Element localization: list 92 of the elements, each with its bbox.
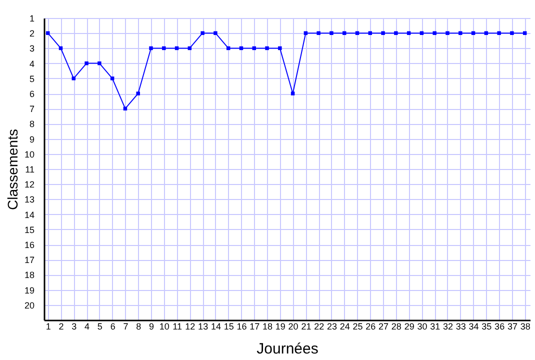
x-tick-label: 7 [123,322,128,332]
x-tick-label: 38 [520,322,530,332]
point [484,31,488,35]
x-tick-label: 23 [326,322,337,332]
x-tick-label: 10 [159,322,170,332]
y-tick-label: 8 [29,119,34,130]
x-tick-label: 6 [110,322,116,332]
x-tick-label: 26 [366,322,376,332]
x-tick-label: 29 [404,322,414,332]
point [72,76,76,80]
x-tick-label: 2 [58,322,64,332]
x-tick-label: 37 [507,322,518,332]
x-tick-label: 27 [378,322,389,332]
y-tick-label: 19 [24,285,34,296]
y-tick-label: 4 [29,58,34,69]
x-tick-label: 33 [456,322,466,332]
point [149,46,153,50]
point [278,46,282,50]
point [136,92,140,96]
y-tick-label: 10 [24,149,34,160]
x-tick-label: 30 [417,322,428,332]
x-tick-label: 36 [494,322,505,332]
point [381,31,385,35]
x-tick-label: 25 [352,322,363,332]
x-tick-label: 22 [314,322,324,332]
point [214,31,218,35]
y-tick-label: 7 [29,104,34,114]
point [497,31,501,35]
x-tick-label: 21 [301,322,312,332]
y-tick-label: 12 [24,180,34,190]
y-tick-label: 15 [24,224,34,235]
x-tick-label: 34 [468,322,479,332]
point [290,92,295,96]
y-tick-label: 18 [24,270,34,280]
x-tick-label: 19 [275,322,286,332]
point [432,31,436,35]
y-tick-label: 9 [29,134,34,144]
y-tick-label: 2 [29,28,34,39]
x-tick-label: 20 [288,322,298,332]
point [265,46,269,50]
point [510,31,514,35]
x-tick-label: 13 [198,322,208,332]
point [110,76,114,80]
point [98,61,102,66]
x-tick-label: 31 [430,322,440,332]
x-tick-label: 8 [136,322,142,332]
point [123,106,128,110]
x-tick-label: 17 [250,322,260,332]
x-tick-label: 1 [46,322,51,332]
x-tick-label: 16 [236,322,247,332]
x-tick-label: 24 [340,322,350,332]
point [368,31,372,35]
point [342,31,346,35]
x-tick-label: 18 [262,322,273,332]
point [394,31,398,35]
point [446,31,450,35]
point [458,31,462,35]
y-tick-label: 13 [24,194,34,205]
point [46,31,50,35]
y-tick-label: 17 [24,255,34,266]
y-tick-label: 16 [24,240,34,250]
point [162,46,166,50]
point [420,31,424,35]
x-tick-label: 28 [391,322,402,332]
x-tick-label: 35 [482,322,492,332]
y-tick-label: 11 [25,164,34,174]
x-tick-label: 32 [442,322,454,332]
point [406,31,411,35]
x-tick-label: 5 [97,322,102,332]
x-tick-label: 3 [72,322,77,332]
x-tick-label: 11 [172,322,182,332]
y-tick-label: 20 [24,300,34,310]
y-tick-label: 6 [29,89,34,99]
y-tick-label: 1 [29,14,34,24]
point [522,31,527,35]
x-tick-label: 14 [210,322,221,332]
point [304,31,308,35]
point [316,31,320,35]
y-tick-label: 3 [29,44,34,54]
x-axis-title: Journées [256,340,318,358]
y-tick-label: 5 [29,74,34,84]
x-tick-label: 12 [185,322,196,332]
point [200,31,204,35]
point [84,61,88,66]
y-tick-label: 14 [24,210,34,220]
point [471,31,476,35]
y-axis-title: Classements [4,129,20,210]
x-tick-label: 15 [224,322,234,332]
x-tick-label: 4 [84,322,90,332]
x-tick-label: 9 [148,322,154,332]
point [355,31,360,35]
point [330,31,334,35]
